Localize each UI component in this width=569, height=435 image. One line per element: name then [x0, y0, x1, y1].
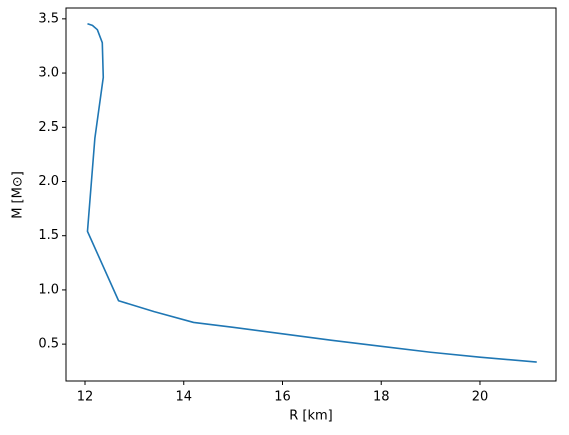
- x-tick-label: 16: [274, 390, 291, 405]
- y-tick-label: 0.5: [38, 337, 59, 352]
- x-tick-label: 20: [472, 390, 489, 405]
- y-tick-label: 2.5: [38, 120, 59, 135]
- y-tick-label: 3.5: [38, 11, 59, 26]
- y-tick-label: 1.5: [38, 228, 59, 243]
- x-tick-label: 14: [175, 390, 192, 405]
- x-axis-label: R [km]: [289, 409, 333, 424]
- data-line: [86, 22, 537, 363]
- plot-frame: [65, 7, 557, 382]
- x-tick-label: 12: [77, 390, 94, 405]
- y-tick-label: 2.0: [38, 174, 59, 189]
- y-tick-label: 3.0: [38, 66, 59, 81]
- y-axis-label: M [M⊙]: [11, 171, 26, 219]
- x-tick-label: 18: [373, 390, 390, 405]
- y-tick-label: 1.0: [38, 282, 59, 297]
